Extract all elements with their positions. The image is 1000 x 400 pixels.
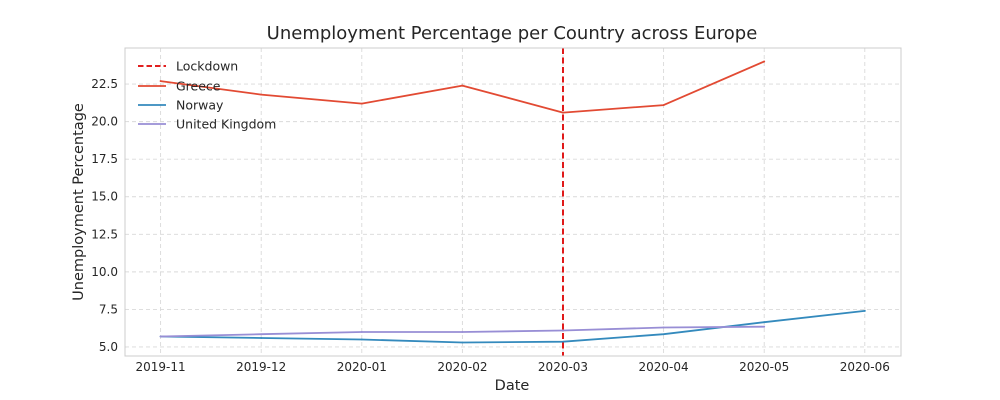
data-point-norway [360, 338, 363, 341]
legend-label-greece: Greece [176, 79, 221, 94]
data-point-norway [562, 340, 564, 343]
x-tick-label: 2020-01 [337, 360, 387, 374]
series-lines [159, 48, 866, 356]
data-point-norway [763, 321, 766, 324]
y-tick-label: 22.5 [91, 77, 118, 91]
y-tick-label: 17.5 [91, 152, 118, 166]
data-point-greece [763, 60, 766, 63]
y-tick-label: 5.0 [99, 340, 118, 354]
data-point-greece [662, 104, 665, 106]
x-tick-label: 2019-12 [236, 360, 286, 374]
data-point-united-kingdom [662, 326, 665, 329]
x-tick-label: 2020-04 [639, 360, 689, 374]
legend-label-norway: Norway [176, 98, 224, 113]
chart-title: Unemployment Percentage per Country acro… [267, 23, 758, 44]
data-point-greece [360, 102, 363, 105]
x-tick-label: 2020-06 [840, 360, 890, 374]
y-tick-label: 15.0 [91, 190, 118, 204]
legend-label-lockdown: Lockdown [176, 59, 238, 74]
y-tick-label: 20.0 [91, 115, 118, 129]
tick-labels: 2019-11 2019-12 2020-01 2020-02 2020-03 2020-… [91, 77, 890, 374]
data-point-united-kingdom [763, 325, 766, 328]
x-tick-label: 2020-05 [739, 360, 789, 374]
plot-frame [124, 47, 902, 357]
grid [125, 48, 901, 356]
y-tick-label: 7.5 [99, 302, 118, 316]
data-point-united-kingdom [260, 333, 263, 336]
data-point-greece [159, 80, 162, 82]
data-point-greece [260, 93, 263, 96]
data-point-norway [461, 341, 464, 344]
y-tick-label: 10.0 [91, 265, 118, 279]
x-tick-label: 2019-11 [136, 360, 186, 374]
data-point-united-kingdom [360, 331, 363, 333]
data-point-greece [461, 84, 464, 87]
data-point-norway [260, 337, 263, 339]
legend-label-united-kingdom: United Kingdom [176, 117, 276, 132]
data-point-united-kingdom [159, 335, 162, 338]
x-axis-title: Date [495, 378, 530, 394]
y-tick-label: 12.5 [91, 227, 118, 241]
data-point-norway [863, 310, 866, 312]
series-line-norway [159, 309, 866, 344]
data-point-greece [562, 111, 564, 114]
data-point-norway [662, 333, 665, 336]
data-point-united-kingdom [562, 329, 564, 332]
x-tick-label: 2020-03 [538, 360, 588, 374]
data-point-united-kingdom [461, 331, 464, 333]
y-axis-title: Unemployment Percentage [71, 103, 87, 301]
legend: Lockdown Greece Norway United Kingdom [138, 59, 276, 132]
x-tick-label: 2020-02 [437, 360, 487, 374]
